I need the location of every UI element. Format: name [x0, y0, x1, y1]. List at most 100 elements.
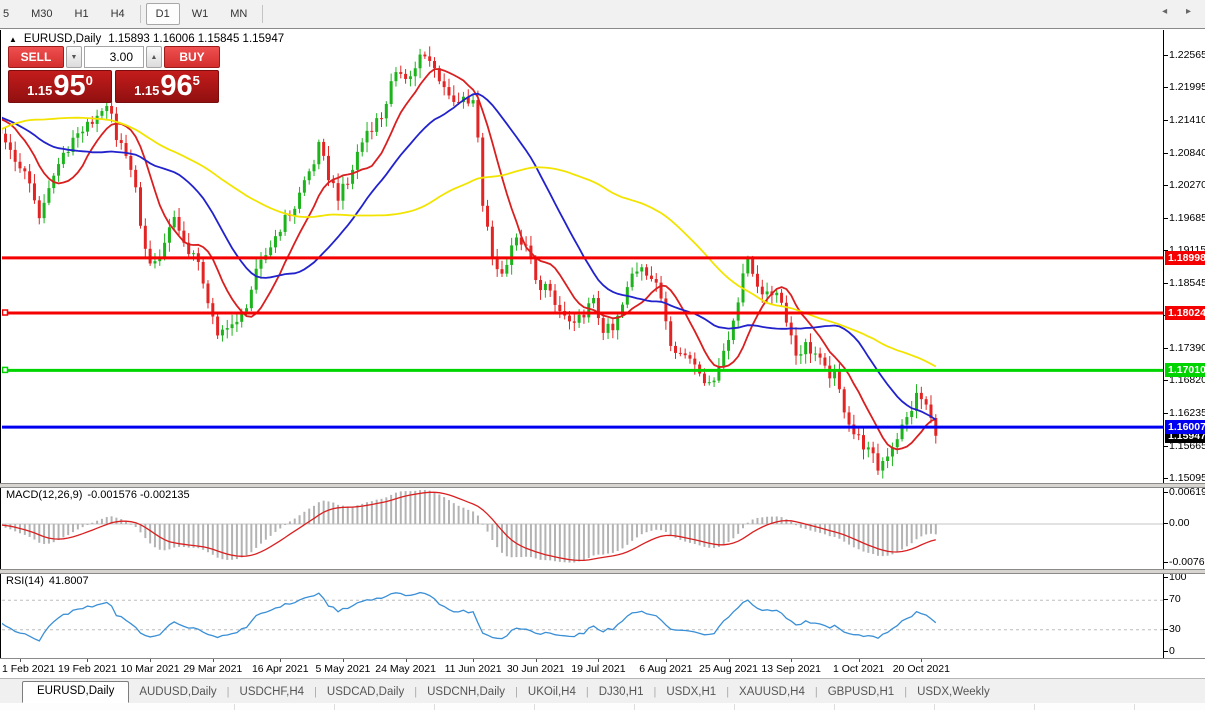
date-label: 19 Feb 2021 — [57, 663, 117, 675]
timeframe-button-m30[interactable]: M30 — [31, 8, 53, 20]
macd-indicator-label: MACD(12,26,9) — [6, 489, 83, 501]
chart-tab-usdcnh-daily[interactable]: USDCNH,Daily — [427, 686, 506, 698]
buy-price-sup: 5 — [192, 73, 200, 88]
spin-down-icon: ▼ — [70, 53, 78, 61]
chart-tab-eurusd-daily[interactable]: EURUSD,Daily — [22, 681, 130, 703]
timeframe-button-mn[interactable]: MN — [230, 8, 248, 20]
date-label: 6 Aug 2021 — [639, 663, 693, 675]
sell-price-big: 95 — [53, 70, 86, 102]
tab-separator: | — [726, 686, 730, 698]
date-tick — [20, 659, 21, 662]
lower-panel-divider — [434, 704, 435, 710]
date-label: 24 May 2021 — [375, 663, 436, 675]
rsi-indicator-label: RSI(14) — [6, 575, 44, 587]
sell-button[interactable]: SELL — [8, 46, 64, 68]
rsi-indicator-value: 41.8007 — [48, 575, 89, 587]
tab-separator: | — [515, 686, 518, 698]
date-label: 20 Oct 2021 — [892, 663, 950, 675]
collapse-triangle-icon[interactable]: ▲ — [9, 34, 17, 44]
price-axis-tick: 1.15095 — [1164, 471, 1205, 484]
price-axis-tick: 1.21410 — [1164, 114, 1205, 127]
chart-top-border — [0, 28, 1205, 29]
spin-up-icon: ▲ — [150, 53, 158, 61]
tab-separator: | — [314, 686, 317, 698]
buy-price-tile[interactable]: 1.15 96 5 — [115, 70, 219, 103]
chart-tab-usdcad-daily[interactable]: USDCAD,Daily — [326, 686, 405, 698]
chart-tab-usdx-h1[interactable]: USDX,H1 — [666, 686, 717, 698]
chart-tab-usdchf-h4[interactable]: USDCHF,H4 — [239, 686, 305, 698]
chart-tab-dj30-h1[interactable]: DJ30,H1 — [598, 686, 644, 698]
date-label: 10 Mar 2021 — [120, 663, 180, 675]
price-pane[interactable] — [0, 46, 1163, 479]
tab-separator: | — [904, 686, 908, 698]
date-tick — [791, 659, 793, 662]
timeframe-button-h1[interactable]: H1 — [74, 8, 89, 20]
chart-tab-audusd-daily[interactable]: AUDUSD,Daily — [139, 686, 217, 698]
volume-decrease-button[interactable]: ▼ — [66, 46, 82, 68]
toolbar-separator — [262, 5, 264, 23]
date-tick — [87, 659, 89, 662]
chart-tab-usdx-weekly[interactable]: USDX,Weekly — [917, 686, 990, 698]
date-tick — [280, 659, 282, 662]
level-price-tag-1.16007: 1.16007 — [1165, 420, 1205, 435]
price-axis: 1.22565 1.21995 1.21410 1.20840 1.20270 1.196… — [1163, 30, 1205, 658]
one-click-trade-panel: SELL ▼ ▲ BUY 1.15 95 0 1.15 96 5 — [8, 46, 222, 103]
macd-pane-title: MACD(12,26,9) -0.001576 -0.002135 — [6, 489, 195, 501]
chart-tab-ukoil-h4[interactable]: UKOil,H4 — [527, 686, 576, 698]
lower-panel-divider — [734, 704, 735, 710]
macd-pane[interactable] — [0, 490, 1163, 563]
price-axis-tick: 1.19685 — [1164, 212, 1205, 224]
timeframe-button-d1[interactable]: D1 — [145, 3, 180, 25]
rsi-line — [2, 591, 937, 642]
lower-panel-divider — [334, 704, 335, 710]
macd-pane-splitter[interactable] — [0, 483, 1205, 488]
date-label: 1 Feb 2021 — [2, 663, 56, 675]
rsi-pane-splitter[interactable] — [0, 569, 1205, 574]
rsi-axis-tick: 30 — [1164, 622, 1181, 635]
volume-increase-button[interactable]: ▲ — [146, 46, 162, 68]
level-price-tag-1.18024: 1.18024 — [1165, 306, 1205, 321]
volume-input[interactable] — [84, 46, 144, 68]
chart-tab-xauusd-h4[interactable]: XAUUSD,H4 — [739, 686, 805, 698]
sell-price-tile[interactable]: 1.15 95 0 — [8, 70, 112, 103]
price-axis-tick: 1.20270 — [1164, 178, 1205, 191]
price-axis-tick: 1.17390 — [1164, 341, 1205, 354]
rsi-axis-tick: 70 — [1164, 593, 1181, 606]
tab-separator: | — [585, 686, 589, 698]
timeframe-button-5[interactable]: 5 — [3, 8, 10, 20]
lower-panel-divider — [634, 704, 635, 710]
rsi-pane[interactable] — [1, 591, 1163, 642]
lower-panel-edge — [0, 703, 1205, 710]
macd-axis-tick: -0.007622 — [1163, 556, 1205, 568]
lower-panel-divider — [834, 704, 835, 710]
date-label: 11 Jun 2021 — [444, 663, 502, 675]
price-axis-tick: 1.18545 — [1164, 276, 1205, 289]
date-tick — [212, 659, 214, 662]
timeframe-button-h4[interactable]: H4 — [110, 8, 125, 20]
lower-panel-divider — [1134, 704, 1135, 710]
lower-panel-divider — [934, 704, 935, 710]
macd-indicator-values: -0.001576 -0.002135 — [87, 489, 190, 501]
date-tick — [921, 659, 923, 662]
level-price-tag-1.17010: 1.17010 — [1165, 363, 1205, 378]
chart-symbol-label: EURUSD,Daily — [23, 33, 102, 45]
date-label: 16 Apr 2021 — [251, 663, 309, 675]
date-tick — [150, 659, 152, 662]
lower-panel-divider — [1034, 704, 1035, 710]
moving-average-10 — [2, 68, 937, 451]
price-axis-tick: 1.21995 — [1164, 81, 1205, 94]
candles-layer — [2, 46, 938, 479]
tab-scroll-arrows[interactable]: ◂ ▸ — [1162, 6, 1199, 17]
date-tick — [535, 659, 537, 662]
buy-button[interactable]: BUY — [164, 46, 220, 68]
lower-panel-divider — [534, 704, 535, 710]
date-label: 19 Jul 2021 — [571, 663, 626, 675]
chart-left-border — [0, 30, 1, 658]
chart-tab-gbpusd-h1[interactable]: GBPUSD,H1 — [827, 686, 895, 698]
chart-title: ▲ EURUSD,Daily 1.15893 1.16006 1.15845 1… — [9, 33, 284, 45]
timeframe-button-w1[interactable]: W1 — [191, 8, 209, 20]
date-tick — [405, 659, 407, 662]
toolbar-separator — [139, 5, 141, 23]
price-axis-tick: 1.16235 — [1164, 407, 1205, 420]
